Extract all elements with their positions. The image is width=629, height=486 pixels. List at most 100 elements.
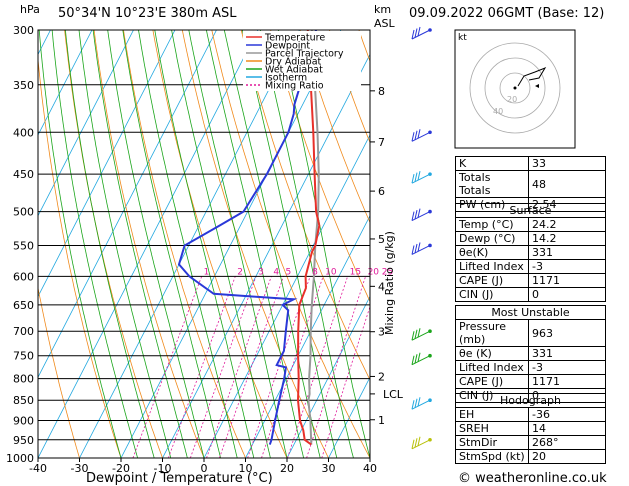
dry-adiabat-line — [270, 30, 370, 303]
hodo-row: StmSpd (kt) 20 — [455, 449, 606, 464]
mixing-ratio-label: 5 — [286, 267, 292, 277]
wind-barb-staff — [411, 245, 431, 255]
wind-barb-feather — [414, 28, 418, 38]
x-tick-label: 30 — [322, 462, 336, 475]
mixing-ratio-label: 15 — [350, 267, 361, 277]
wind-barb-dot — [428, 398, 432, 403]
wind-barb-feather — [411, 174, 415, 184]
hodograph: kt 20 40 — [454, 29, 576, 149]
wind-barb-feather — [417, 436, 421, 446]
wind-barb-feather — [411, 355, 415, 365]
dewpoint-line — [177, 30, 318, 445]
wind-barb-feather — [414, 130, 418, 140]
wind-barb-staff — [411, 355, 431, 366]
pressure-tick-label: 700 — [13, 325, 34, 338]
isotherm-line — [286, 295, 370, 458]
index-row: K 33 — [455, 156, 606, 171]
mixing-ratio-label: 1 — [204, 267, 210, 277]
isotherm-line — [328, 376, 370, 458]
isotherm-line — [38, 30, 93, 136]
mixing-ratio-label: 25 — [382, 267, 393, 277]
surface-row: Temp (°C) 24.2 — [455, 217, 606, 232]
pressure-tick-label: 550 — [13, 239, 34, 252]
hodograph-trace — [517, 66, 547, 87]
wind-barb-feather — [414, 354, 418, 364]
hpa-unit-label: hPa — [20, 3, 40, 16]
mixing-ratio-label: 10 — [325, 267, 337, 277]
x-tick-label: -20 — [112, 462, 130, 475]
mixing-ratio-line — [321, 305, 370, 458]
hodograph-ring — [484, 57, 546, 119]
legend-label: Temperature — [264, 33, 325, 44]
location-title: 50°34'N 10°23'E 380m ASL — [58, 6, 237, 21]
wind-barb-dot — [428, 28, 432, 32]
x-tick-label: 0 — [201, 462, 208, 475]
credit-text: © weatheronline.co.uk — [458, 471, 607, 486]
x-tick-label: 40 — [363, 462, 377, 475]
wind-barb-dot — [428, 172, 432, 176]
legend-label: Wet Adiabat — [265, 65, 323, 76]
legend-label: Parcel Trajectory — [265, 49, 344, 60]
mu-row: CAPE (J) 1171 — [455, 374, 606, 389]
km-tick-label: 4 — [378, 280, 385, 293]
legend-label: Mixing Ratio — [265, 81, 324, 92]
isotherm-line — [38, 30, 259, 458]
pressure-tick-label: 350 — [13, 79, 34, 92]
wind-barb-feather — [414, 172, 418, 182]
hodograph-table: Hodograph EH -36 SREH 14 StmDir 268° StmSpd… — [455, 393, 606, 464]
wind-barb-dot — [428, 329, 432, 334]
wind-barb — [411, 129, 432, 142]
km-tick-label: 6 — [378, 185, 385, 198]
wind-barb — [411, 397, 432, 410]
km-tick-label: 2 — [378, 370, 385, 383]
x-tick-label: -30 — [71, 462, 89, 475]
dry-adiabat-line — [38, 55, 122, 458]
x-tick-label: -40 — [29, 462, 47, 475]
x-tick-label: 20 — [280, 462, 294, 475]
mixing-ratio-label: 20 — [368, 267, 380, 277]
dry-adiabat-line — [624, 30, 629, 458]
wind-barb-dot — [428, 130, 432, 135]
wet-adiabat-line — [206, 30, 304, 458]
isotherm-line — [79, 30, 300, 458]
mixing-ratio-axis-title: Mixing Ratio (g/kg) — [383, 231, 396, 335]
legend-label: Isotherm — [265, 73, 307, 84]
plot-area — [38, 30, 629, 458]
wind-barb-feather — [414, 329, 418, 339]
wind-barb-feather — [417, 129, 421, 139]
wind-barb-feather — [414, 243, 418, 254]
pressure-tick-label: 850 — [13, 394, 34, 407]
wind-barb-feather — [411, 439, 415, 449]
surface-row: CAPE (J) 1171 — [455, 273, 606, 288]
wind-barb-dot — [428, 243, 432, 248]
mu-row: θe (K) 331 — [455, 346, 606, 361]
wind-barb-feather — [414, 209, 418, 220]
wind-barb-feather — [411, 211, 415, 221]
km-unit-label: km — [374, 3, 392, 16]
hodo-row: EH -36 — [455, 407, 606, 422]
wind-barb-feather — [417, 397, 421, 407]
wind-barb-feather — [417, 328, 421, 338]
wind-barb-feather — [414, 438, 418, 448]
km-tick-label: 3 — [378, 326, 385, 339]
km-tick-label: 5 — [378, 233, 385, 246]
isotherm-line — [120, 30, 342, 458]
wind-barb-feather — [411, 400, 415, 410]
pressure-tick-label: 500 — [13, 206, 34, 219]
mixing-ratio-line — [287, 276, 348, 458]
wind-barb-staff — [411, 330, 431, 341]
hodo-row: SREH 14 — [455, 421, 606, 436]
surface-row: CIN (J) 0 — [455, 287, 606, 302]
wind-barb-staff — [411, 29, 431, 40]
isotherm-line — [162, 53, 370, 458]
pressure-tick-label: 1000 — [6, 452, 34, 465]
mixing-ratio-line — [206, 276, 272, 458]
wind-barb-dot — [428, 209, 432, 214]
wind-barb — [411, 208, 432, 222]
wind-barb-staff — [411, 439, 431, 450]
pressure-tick-label: 450 — [13, 168, 34, 181]
isotherm-line — [203, 134, 370, 458]
legend-label: Dewpoint — [265, 41, 310, 52]
